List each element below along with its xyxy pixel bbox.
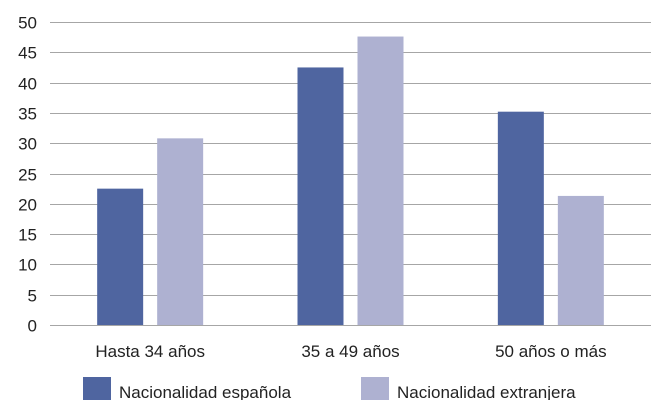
bars [97,36,604,325]
y-tick-label: 30 [18,135,37,154]
y-tick-label: 35 [18,105,37,124]
x-category-label: Hasta 34 años [95,342,205,361]
legend-swatch [83,377,111,400]
legend-label: Nacionalidad española [119,383,292,400]
y-tick-label: 15 [18,226,37,245]
x-category-label: 35 a 49 años [301,342,399,361]
bar [557,195,604,325]
y-tick-label: 5 [28,287,37,306]
y-tick-label: 20 [18,196,37,215]
bar [157,138,204,325]
legend: Nacionalidad española Nacionalidad extran… [83,377,576,400]
y-tick-label: 40 [18,75,37,94]
bar [497,111,544,325]
legend-label: Nacionalidad extranjera [397,383,576,400]
y-tick-label: 45 [18,44,37,63]
y-tick-label: 0 [28,317,37,336]
legend-swatch [361,377,389,400]
y-tick-label: 10 [18,256,37,275]
y-tick-label: 50 [18,14,37,33]
gridlines [50,22,651,326]
x-axis-labels: Hasta 34 años 35 a 49 años 50 años o más [95,342,606,361]
x-category-label: 50 años o más [495,342,607,361]
y-tick-label: 25 [18,166,37,185]
bar [297,67,344,325]
bar [97,188,144,325]
bar [357,36,404,325]
y-axis-ticks: 0 5 10 15 20 25 30 35 40 45 50 [18,14,37,336]
